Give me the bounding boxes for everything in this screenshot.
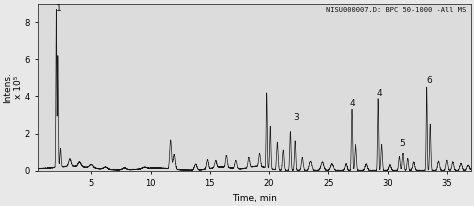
Text: 6: 6	[426, 76, 432, 85]
Text: 3: 3	[293, 113, 299, 122]
Y-axis label: Intens.
x 10⁵: Intens. x 10⁵	[3, 72, 23, 103]
Text: 5: 5	[399, 139, 405, 148]
Text: 4: 4	[349, 98, 355, 108]
Text: NISU000007.D: BPC 50-1000 -All MS: NISU000007.D: BPC 50-1000 -All MS	[326, 7, 466, 13]
Text: 1: 1	[56, 4, 62, 13]
Text: 4: 4	[376, 89, 382, 98]
X-axis label: Time, min: Time, min	[232, 193, 277, 202]
